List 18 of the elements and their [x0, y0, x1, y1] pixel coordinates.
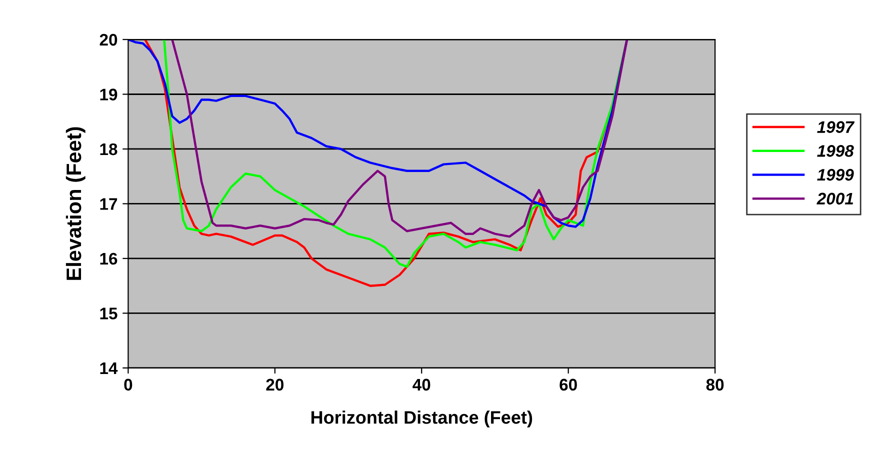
legend-label: 1998 [817, 145, 854, 157]
x-axis-title: Horizontal Distance (Feet) [311, 410, 532, 428]
y-tick-label: 20 [100, 34, 118, 46]
y-axis-title: Elevation (Feet) [66, 127, 86, 280]
x-tick-label: 80 [706, 378, 724, 391]
y-tick-label: 14 [100, 362, 118, 374]
x-tick-label: 40 [412, 378, 430, 391]
legend-label: 2001 [816, 192, 854, 205]
y-tick-label: 16 [100, 252, 118, 265]
y-tick-label: 18 [100, 143, 118, 156]
x-tick-label: 0 [124, 378, 132, 391]
y-tick-label: 19 [100, 88, 118, 100]
x-tick-label: 60 [560, 378, 577, 391]
y-tick-label: 17 [100, 198, 118, 210]
y-tick-label: 15 [100, 308, 118, 320]
legend-label: 1997 [817, 121, 855, 133]
legend-label: 1999 [817, 168, 854, 181]
x-tick-label: 20 [266, 378, 284, 391]
